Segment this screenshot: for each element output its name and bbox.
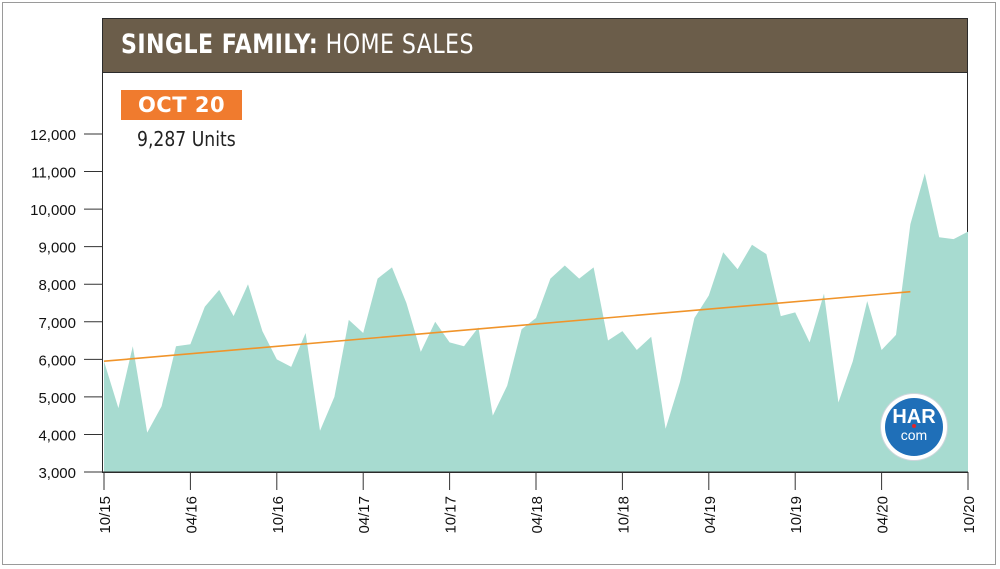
y-tick-label: 12,000 [30,127,76,144]
x-tick-label: 04/16 [183,496,200,534]
chart-title: SINGLE FAMILY: HOME SALES [121,28,474,62]
y-tick-label: 4,000 [38,427,76,444]
x-tick-label: 10/19 [788,496,805,534]
har-logo-dot [912,424,916,428]
chart-title-bold: SINGLE FAMILY: [121,29,319,60]
x-tick-label: 04/20 [875,496,892,534]
y-tick-label: 6,000 [38,352,76,369]
har-logo: HAR com [881,394,947,460]
x-tick-label: 10/18 [615,496,632,534]
y-tick-label: 5,000 [38,390,76,407]
y-tick-label: 7,000 [38,315,76,332]
x-tick-label: 04/17 [356,496,373,534]
y-tick-label: 8,000 [38,277,76,294]
y-tick-label: 9,000 [38,240,76,257]
har-logo-com: com [900,427,928,443]
har-logo-text: HAR [892,406,936,428]
chart-header: SINGLE FAMILY: HOME SALES [102,18,968,73]
sales-area [104,173,968,472]
trend-line [103,290,911,363]
x-tick-label: 10/15 [97,496,114,534]
y-tick-label: 3,000 [38,465,76,482]
chart-title-rest: HOME SALES [318,29,474,60]
x-tick-label: 04/19 [702,496,719,534]
y-tick-label: 11,000 [31,165,76,182]
units-value: 9,287 Units [137,127,236,151]
period-badge: OCT 20 [121,90,242,120]
x-tick-label: 10/17 [443,496,460,534]
y-tick-label: 10,000 [30,202,76,219]
x-tick-label: 10/20 [961,496,978,534]
x-tick-label: 10/16 [270,496,287,534]
x-tick-label: 04/18 [529,496,546,534]
har-logo-circle: HAR com [885,398,943,456]
